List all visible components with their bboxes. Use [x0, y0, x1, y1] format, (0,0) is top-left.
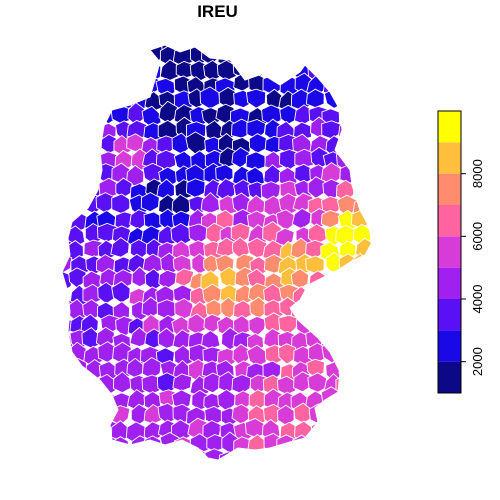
- legend-frame: [437, 110, 462, 394]
- district-region: [278, 343, 297, 365]
- legend-swatch: [438, 236, 461, 268]
- legend-swatch: [438, 142, 461, 174]
- legend-tick-label: 8000: [470, 159, 485, 188]
- legend-tick-label: 6000: [470, 222, 485, 251]
- legend-swatch: [438, 111, 461, 143]
- district-region: [126, 133, 145, 153]
- legend-tick-label: 2000: [470, 347, 485, 376]
- legend-swatch: [438, 330, 461, 362]
- legend-swatch: [438, 205, 461, 237]
- district-region: [140, 191, 160, 213]
- legend-swatch: [438, 361, 461, 393]
- country-outline: [61, 44, 373, 461]
- legend-tick-label: 4000: [470, 285, 485, 314]
- legend-swatch: [438, 173, 461, 205]
- district-region: [204, 448, 225, 460]
- legend-swatch: [438, 267, 461, 299]
- map-title: IREU: [197, 2, 238, 21]
- district-region: [110, 236, 130, 258]
- legend-swatch: [438, 299, 461, 331]
